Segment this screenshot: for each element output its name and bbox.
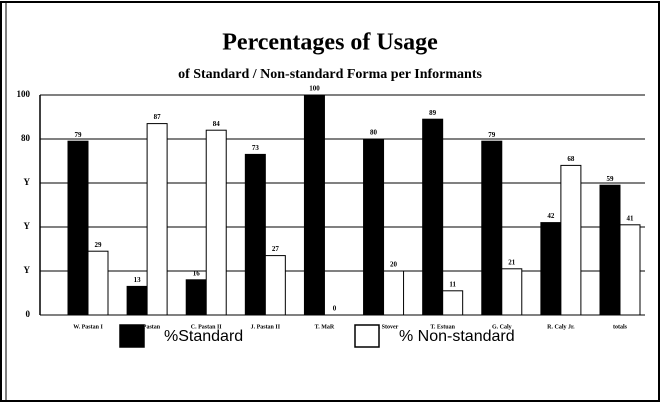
x-tick-label: J. Pastan II <box>251 324 281 330</box>
data-label: 59 <box>607 175 615 183</box>
x-tick-label: R. Caly Jr. <box>547 324 575 330</box>
data-label: 73 <box>252 144 260 152</box>
bar <box>264 255 286 316</box>
data-label: 41 <box>627 214 635 222</box>
x-tick-label: totals <box>613 324 628 330</box>
bar <box>185 279 207 316</box>
data-label: 79 <box>75 131 83 139</box>
x-tick-label: D.E. Stover <box>369 324 399 330</box>
bar <box>126 285 148 316</box>
x-tick-label: M. Pastan <box>134 324 161 330</box>
data-label: 16 <box>193 269 201 277</box>
bar <box>67 140 89 316</box>
y-tick-label: 80 <box>21 133 31 143</box>
x-tick-label: C. Pastan II <box>191 324 223 330</box>
data-label: 79 <box>488 131 496 139</box>
y-tick-label: Y <box>24 177 31 187</box>
data-label: 13 <box>134 276 142 284</box>
bar <box>599 184 621 316</box>
bar <box>619 224 641 316</box>
bar <box>87 250 109 316</box>
bar <box>146 123 168 316</box>
data-label: 84 <box>213 120 221 128</box>
legend-label: % Non-standard <box>399 328 515 345</box>
bar <box>244 153 266 316</box>
legend-swatch <box>119 324 145 348</box>
data-label: 29 <box>95 241 103 249</box>
bar <box>422 118 444 316</box>
y-tick-label: 100 <box>17 89 31 99</box>
bar <box>303 94 325 316</box>
y-tick-label: Y <box>24 265 31 275</box>
legend-swatch <box>354 324 380 348</box>
data-label: 27 <box>272 245 280 253</box>
chart-title: Percentages of Usage <box>222 30 438 56</box>
data-label: 68 <box>567 155 575 163</box>
data-label: 87 <box>154 113 162 121</box>
x-tick-label: W. Pastan I <box>73 324 103 330</box>
y-tick-label: 0 <box>26 309 31 319</box>
bar <box>501 268 523 316</box>
bar <box>205 129 227 316</box>
bar <box>560 164 582 316</box>
bar <box>363 138 385 316</box>
data-label: 0 <box>333 305 337 313</box>
data-label: 20 <box>390 261 398 269</box>
data-label: 80 <box>370 129 378 137</box>
bar <box>383 270 405 316</box>
data-label: 89 <box>429 109 437 117</box>
data-label: 21 <box>508 258 516 266</box>
bar <box>442 290 464 316</box>
chart-subtitle: of Standard / Non-standard Forma per Inf… <box>178 67 482 82</box>
data-label: 42 <box>547 212 555 220</box>
x-tick-label: T. MaR <box>315 324 335 330</box>
data-label: 11 <box>449 280 456 288</box>
y-tick-label: Y <box>24 221 31 231</box>
data-label: 100 <box>309 85 320 93</box>
bar <box>540 222 562 316</box>
bar <box>481 140 503 316</box>
legend-label: %Standard <box>164 328 243 345</box>
x-tick-label: T. Estuan <box>430 324 455 330</box>
x-tick-label: G. Caly <box>492 324 512 330</box>
